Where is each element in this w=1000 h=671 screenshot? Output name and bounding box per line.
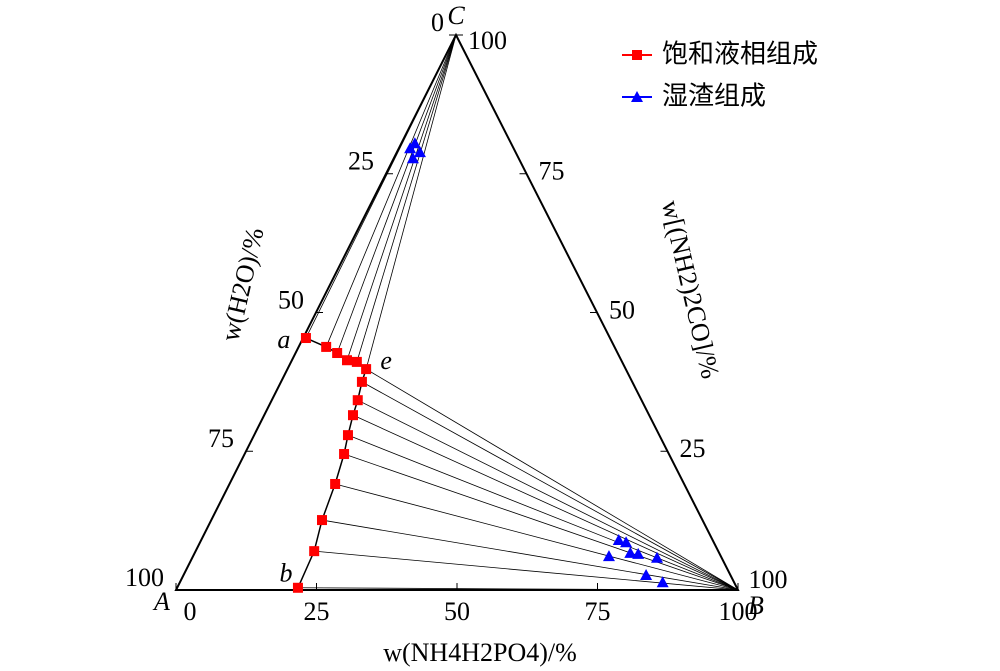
point (332, 348, 343, 359)
point (632, 547, 645, 559)
left-tick-label: 50 (278, 285, 304, 314)
right-tick-label: 100 (468, 26, 507, 55)
tie-line (347, 434, 739, 591)
bottom-tick-label: 75 (585, 597, 611, 626)
right-tick-label: 75 (539, 157, 565, 186)
tie-line (365, 368, 739, 591)
point (351, 356, 362, 367)
point (342, 430, 353, 441)
tie-line (357, 399, 739, 591)
point (640, 569, 653, 581)
right-axis-title: w[(NH2)2CO]/% (656, 198, 725, 382)
left-tick-label: 0 (431, 8, 444, 37)
left-tick-label: 75 (208, 424, 234, 453)
point (406, 152, 419, 164)
right-tick-label: 25 (680, 434, 706, 463)
point (292, 582, 303, 593)
point (339, 449, 350, 460)
tie-line (305, 34, 457, 339)
point (321, 341, 332, 352)
point (347, 410, 358, 421)
legend-label: 饱和液相组成 (662, 40, 818, 70)
point (309, 546, 320, 557)
tie-line (361, 381, 739, 591)
bottom-tick-label: 25 (304, 597, 330, 626)
tie-line (321, 519, 739, 591)
tie-line (343, 453, 739, 591)
bottom-axis-title: w(NH4H2PO4)/% (383, 638, 577, 667)
point (612, 534, 625, 546)
vertex-label: C (447, 1, 465, 30)
annotation: e (380, 346, 392, 375)
left-tick-label: 25 (348, 147, 374, 176)
vertex-label: A (152, 587, 170, 616)
legend-marker (631, 91, 643, 102)
point (330, 478, 341, 489)
point (624, 546, 637, 558)
point (620, 536, 633, 548)
tie-line (314, 550, 739, 591)
tie-line (365, 34, 457, 370)
point (316, 515, 327, 526)
vertex-label: B (748, 591, 764, 620)
tie-line (346, 34, 457, 361)
tie-line (335, 483, 739, 591)
legend-marker (632, 50, 642, 60)
annotation: b (279, 559, 292, 588)
legend-label: 湿渣组成 (662, 82, 766, 112)
point (651, 551, 664, 563)
point (413, 146, 426, 158)
left-tick-label: 100 (125, 563, 164, 592)
point (341, 355, 352, 366)
annotation: a (277, 325, 290, 354)
liquid-curve (297, 337, 367, 589)
tie-line (325, 34, 457, 348)
tie-line (336, 34, 457, 354)
bottom-tick-label: 50 (444, 597, 470, 626)
point (356, 376, 367, 387)
point (300, 333, 311, 344)
right-tick-label: 50 (609, 295, 635, 324)
triangle (174, 32, 740, 591)
point (656, 576, 669, 588)
tie-line (352, 414, 739, 591)
point (602, 550, 615, 562)
point (408, 137, 421, 149)
point (352, 395, 363, 406)
tie-line (297, 587, 739, 591)
bottom-tick-label: 0 (184, 597, 197, 626)
annotation: 100 (749, 565, 788, 594)
left-axis-title: w(H2O)/% (215, 225, 269, 344)
bottom-tick-label: 100 (719, 597, 758, 626)
point (361, 364, 372, 375)
tie-line (356, 34, 457, 363)
